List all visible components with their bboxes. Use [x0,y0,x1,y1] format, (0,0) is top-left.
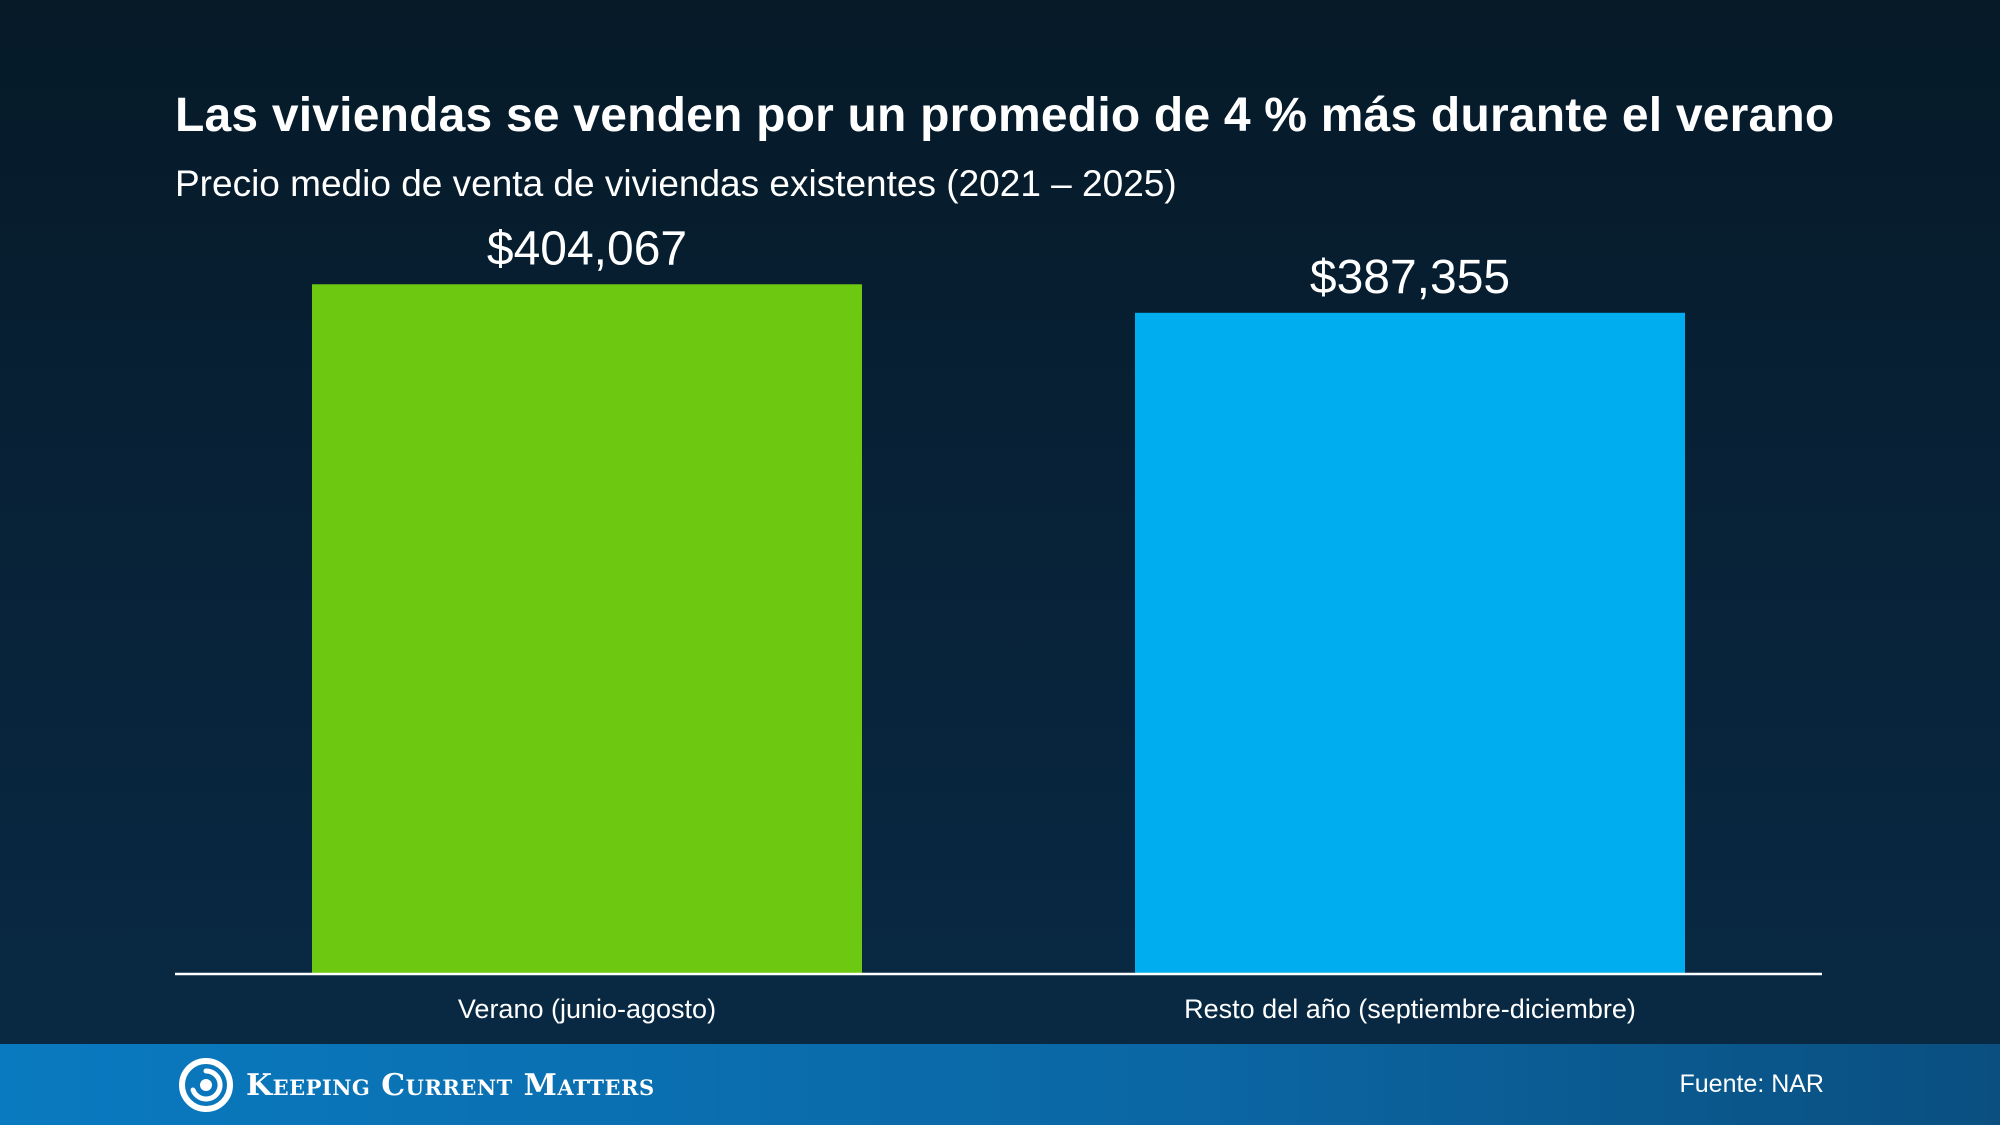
category-label-1: Verano (junio-agosto) [458,994,716,1024]
footer-bar: Keeping Current Matters Fuente: NAR [0,1044,2000,1125]
data-label-1: $404,067 [487,222,687,275]
chart-title: Las viviendas se venden por un promedio … [175,89,1835,142]
swirl-logo-icon [179,1058,233,1112]
source-label: Fuente: NAR [1679,1070,1824,1098]
chart-subtitle: Precio medio de venta de viviendas exist… [175,163,1177,204]
bar-1 [312,284,862,974]
category-label-2: Resto del año (septiembre-diciembre) [1184,994,1636,1024]
bar-2 [1135,312,1685,974]
data-label-2: $387,355 [1310,251,1510,304]
company-logo[interactable]: Keeping Current Matters [178,1056,655,1114]
logo-text: Keeping Current Matters [246,1067,655,1103]
